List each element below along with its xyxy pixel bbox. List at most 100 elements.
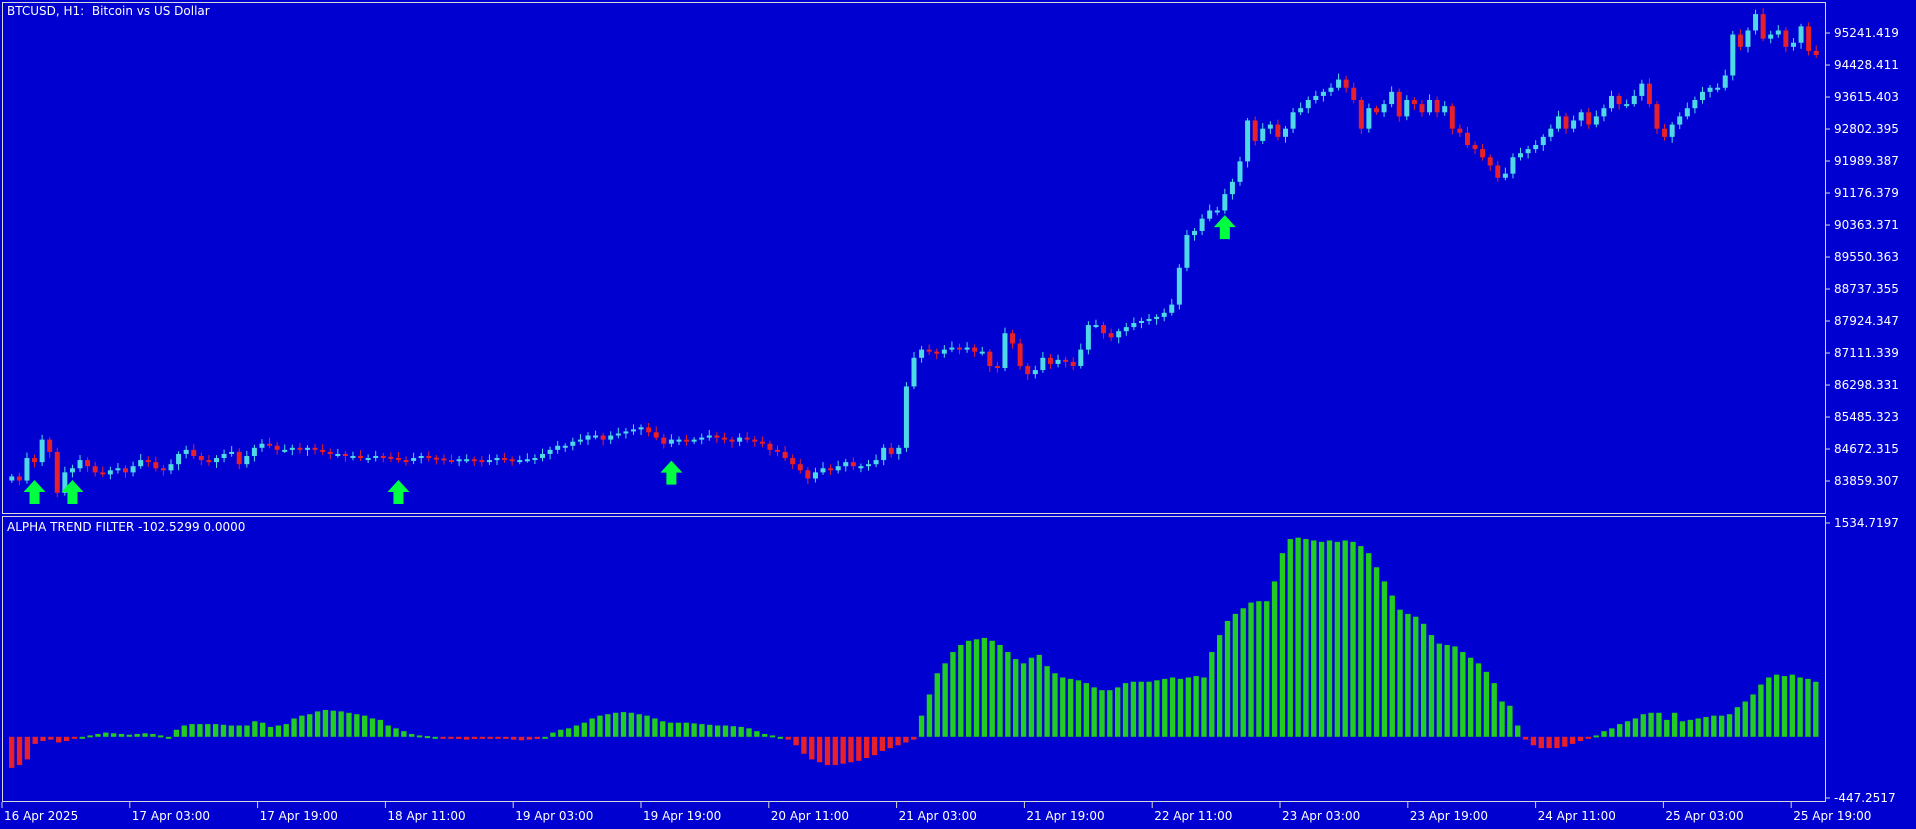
histogram-bar xyxy=(1162,678,1168,737)
candle-body xyxy=(168,464,174,471)
histogram-bar xyxy=(1609,728,1615,737)
histogram-bar xyxy=(338,711,344,737)
histogram-bar xyxy=(1640,714,1646,737)
candle-body xyxy=(1192,230,1198,236)
candle-body xyxy=(699,437,705,440)
histogram-bar xyxy=(840,736,846,764)
histogram-bar xyxy=(432,736,438,739)
candle-body xyxy=(1662,128,1668,137)
histogram-bar xyxy=(746,728,752,737)
candle-body xyxy=(684,439,690,442)
candle-body xyxy=(441,458,447,461)
histogram-bar xyxy=(801,736,807,754)
histogram-bar xyxy=(1601,731,1607,737)
histogram-bar xyxy=(95,733,101,737)
candle-body xyxy=(1373,108,1379,113)
candle-body xyxy=(365,458,371,461)
candle-body xyxy=(47,439,53,452)
indicator-pane[interactable] xyxy=(2,516,1826,802)
candle-body xyxy=(623,431,629,434)
histogram-bar xyxy=(150,733,156,737)
candle-body xyxy=(585,435,591,440)
candle-body xyxy=(1495,165,1501,178)
price-pane[interactable] xyxy=(2,2,1826,514)
candle-body xyxy=(668,439,674,444)
candle-body xyxy=(555,445,561,450)
histogram-bar xyxy=(1193,676,1199,737)
candle-body xyxy=(1078,349,1084,366)
candle-body xyxy=(320,449,326,452)
candle-body xyxy=(1601,108,1607,117)
candle-body xyxy=(358,455,364,459)
histogram-bar xyxy=(1334,541,1341,737)
candle-body xyxy=(972,347,978,352)
candle-body xyxy=(259,443,265,448)
histogram-bar xyxy=(361,715,368,737)
histogram-bar xyxy=(887,736,893,749)
histogram-bar xyxy=(416,735,423,738)
time-tick-label: 23 Apr 03:00 xyxy=(1282,809,1360,823)
candle-body xyxy=(1063,359,1069,362)
candle-body xyxy=(956,347,962,350)
candle-body xyxy=(1472,145,1478,150)
candle-body xyxy=(471,459,477,462)
candle-body xyxy=(62,472,68,493)
histogram-bar xyxy=(1789,674,1795,737)
candle-body xyxy=(54,451,60,493)
histogram-bar xyxy=(777,736,784,739)
histogram-bar xyxy=(110,733,117,737)
candle-body xyxy=(979,351,985,354)
histogram-bar xyxy=(518,736,525,741)
histogram-bar xyxy=(463,736,470,740)
candle-body xyxy=(1305,100,1311,109)
histogram-bar xyxy=(1287,539,1293,737)
histogram-bar xyxy=(1256,601,1262,737)
candle-body xyxy=(744,437,750,440)
candle-body xyxy=(737,437,743,442)
histogram-bar xyxy=(1217,635,1223,737)
candle-body xyxy=(456,459,462,462)
candle-body xyxy=(1768,34,1774,39)
price-tick-label: 95241.419 xyxy=(1834,26,1899,40)
histogram-bar xyxy=(158,735,164,738)
candle-body xyxy=(289,447,295,450)
price-tick-label: 84672.315 xyxy=(1834,442,1899,456)
histogram-bar xyxy=(1060,677,1066,737)
price-tick-label: 94428.411 xyxy=(1834,58,1899,72)
candle-body xyxy=(1586,112,1592,125)
histogram-bar xyxy=(1005,652,1011,737)
candle-body xyxy=(9,476,15,481)
histogram-bar xyxy=(1569,736,1576,744)
histogram-bar xyxy=(1444,644,1450,737)
candle-body xyxy=(714,435,720,438)
candle-body xyxy=(797,464,803,471)
histogram-bar xyxy=(511,736,517,740)
histogram-bar xyxy=(1468,657,1474,737)
histogram-bar xyxy=(965,640,972,737)
histogram-bar xyxy=(573,725,580,737)
histogram-bar xyxy=(1303,539,1309,737)
candle-body xyxy=(881,447,887,461)
candle-body xyxy=(1313,95,1319,101)
candle-body xyxy=(1707,87,1713,92)
histogram-bar xyxy=(1224,620,1231,737)
candle-body xyxy=(1753,14,1759,31)
candle-body xyxy=(1267,124,1273,129)
candle-body xyxy=(828,468,834,471)
price-tick-label: 85485.323 xyxy=(1834,410,1899,424)
candle-body xyxy=(1434,100,1440,113)
histogram-bar xyxy=(1248,602,1254,737)
candle-body xyxy=(229,451,235,454)
candle-body xyxy=(1358,100,1364,129)
candle-body xyxy=(577,439,583,442)
histogram-bar xyxy=(1279,553,1286,737)
time-tick-label: 17 Apr 19:00 xyxy=(260,809,338,823)
candle-body xyxy=(1298,108,1304,113)
histogram-bar xyxy=(903,736,909,743)
histogram-bar xyxy=(79,736,85,739)
candle-body xyxy=(600,435,606,440)
histogram-bar xyxy=(118,733,125,737)
histogram-bar xyxy=(699,724,705,737)
candle-body xyxy=(1154,316,1160,319)
